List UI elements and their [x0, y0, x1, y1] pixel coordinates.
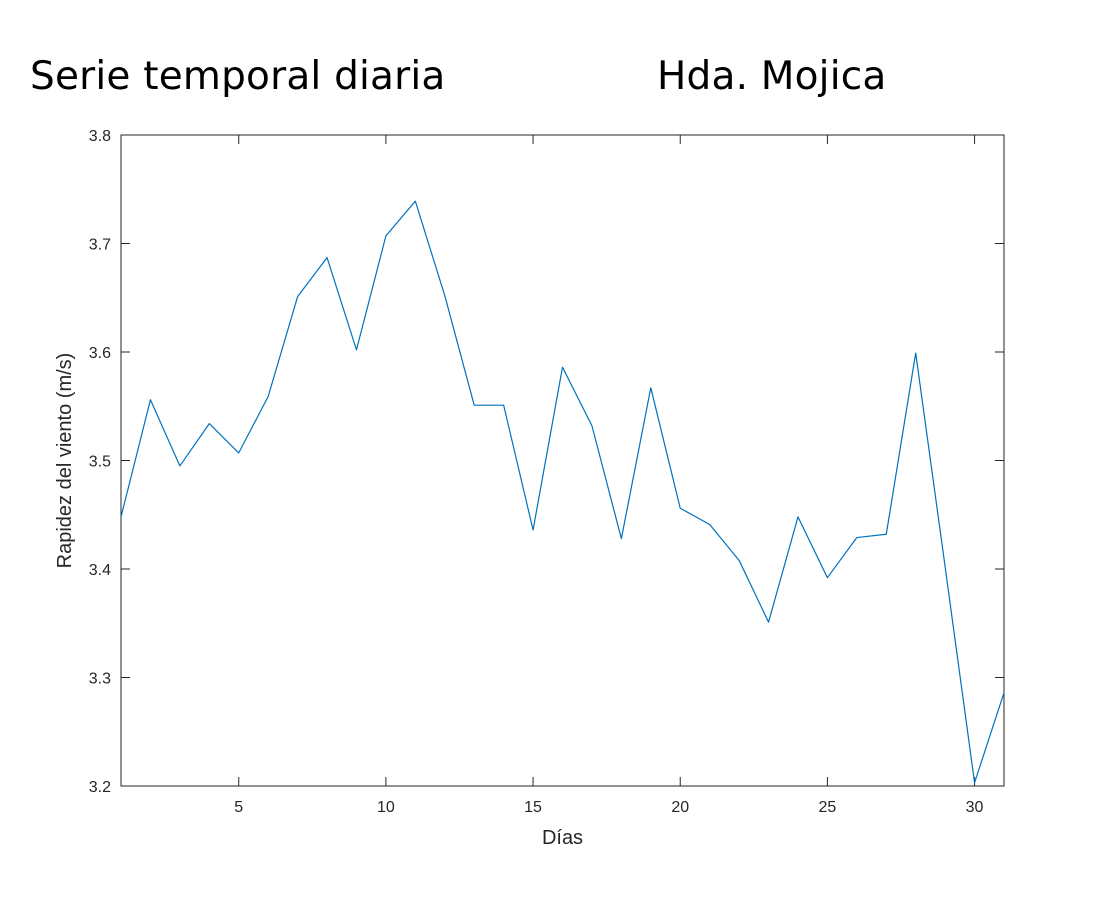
x-tick-label: 5	[234, 799, 243, 816]
y-tick-label: 3.6	[89, 345, 111, 362]
x-tick-label: 10	[377, 799, 395, 816]
y-tick-label: 3.7	[89, 237, 111, 254]
plot-area	[120, 134, 1005, 787]
y-tick-label: 3.3	[89, 671, 111, 688]
x-axis-label: Días	[542, 827, 583, 849]
plot-frame	[120, 134, 1005, 787]
chart-title: Serie temporal diaria	[30, 54, 446, 99]
station-name: Hda. Mojica	[657, 54, 887, 99]
x-tick-label: 30	[966, 799, 984, 816]
y-tick-label: 3.5	[89, 454, 111, 471]
y-axis: 3.2 3.3 3.4 3.5 3.6 3.7 3.8	[89, 128, 1004, 796]
x-tick-label: 20	[671, 799, 689, 816]
series-line	[120, 200, 1005, 784]
series-layer	[120, 200, 1005, 784]
y-tick-label: 3.8	[89, 128, 111, 145]
x-tick-label: 25	[819, 799, 837, 816]
x-tick-label: 15	[524, 799, 542, 816]
y-tick-label: 3.2	[89, 779, 111, 796]
x-axis: 5 10 15 20 25 30	[234, 135, 984, 816]
y-axis-label: Rapidez del viento (m/s)	[54, 353, 76, 569]
y-tick-label: 3.4	[89, 562, 111, 579]
